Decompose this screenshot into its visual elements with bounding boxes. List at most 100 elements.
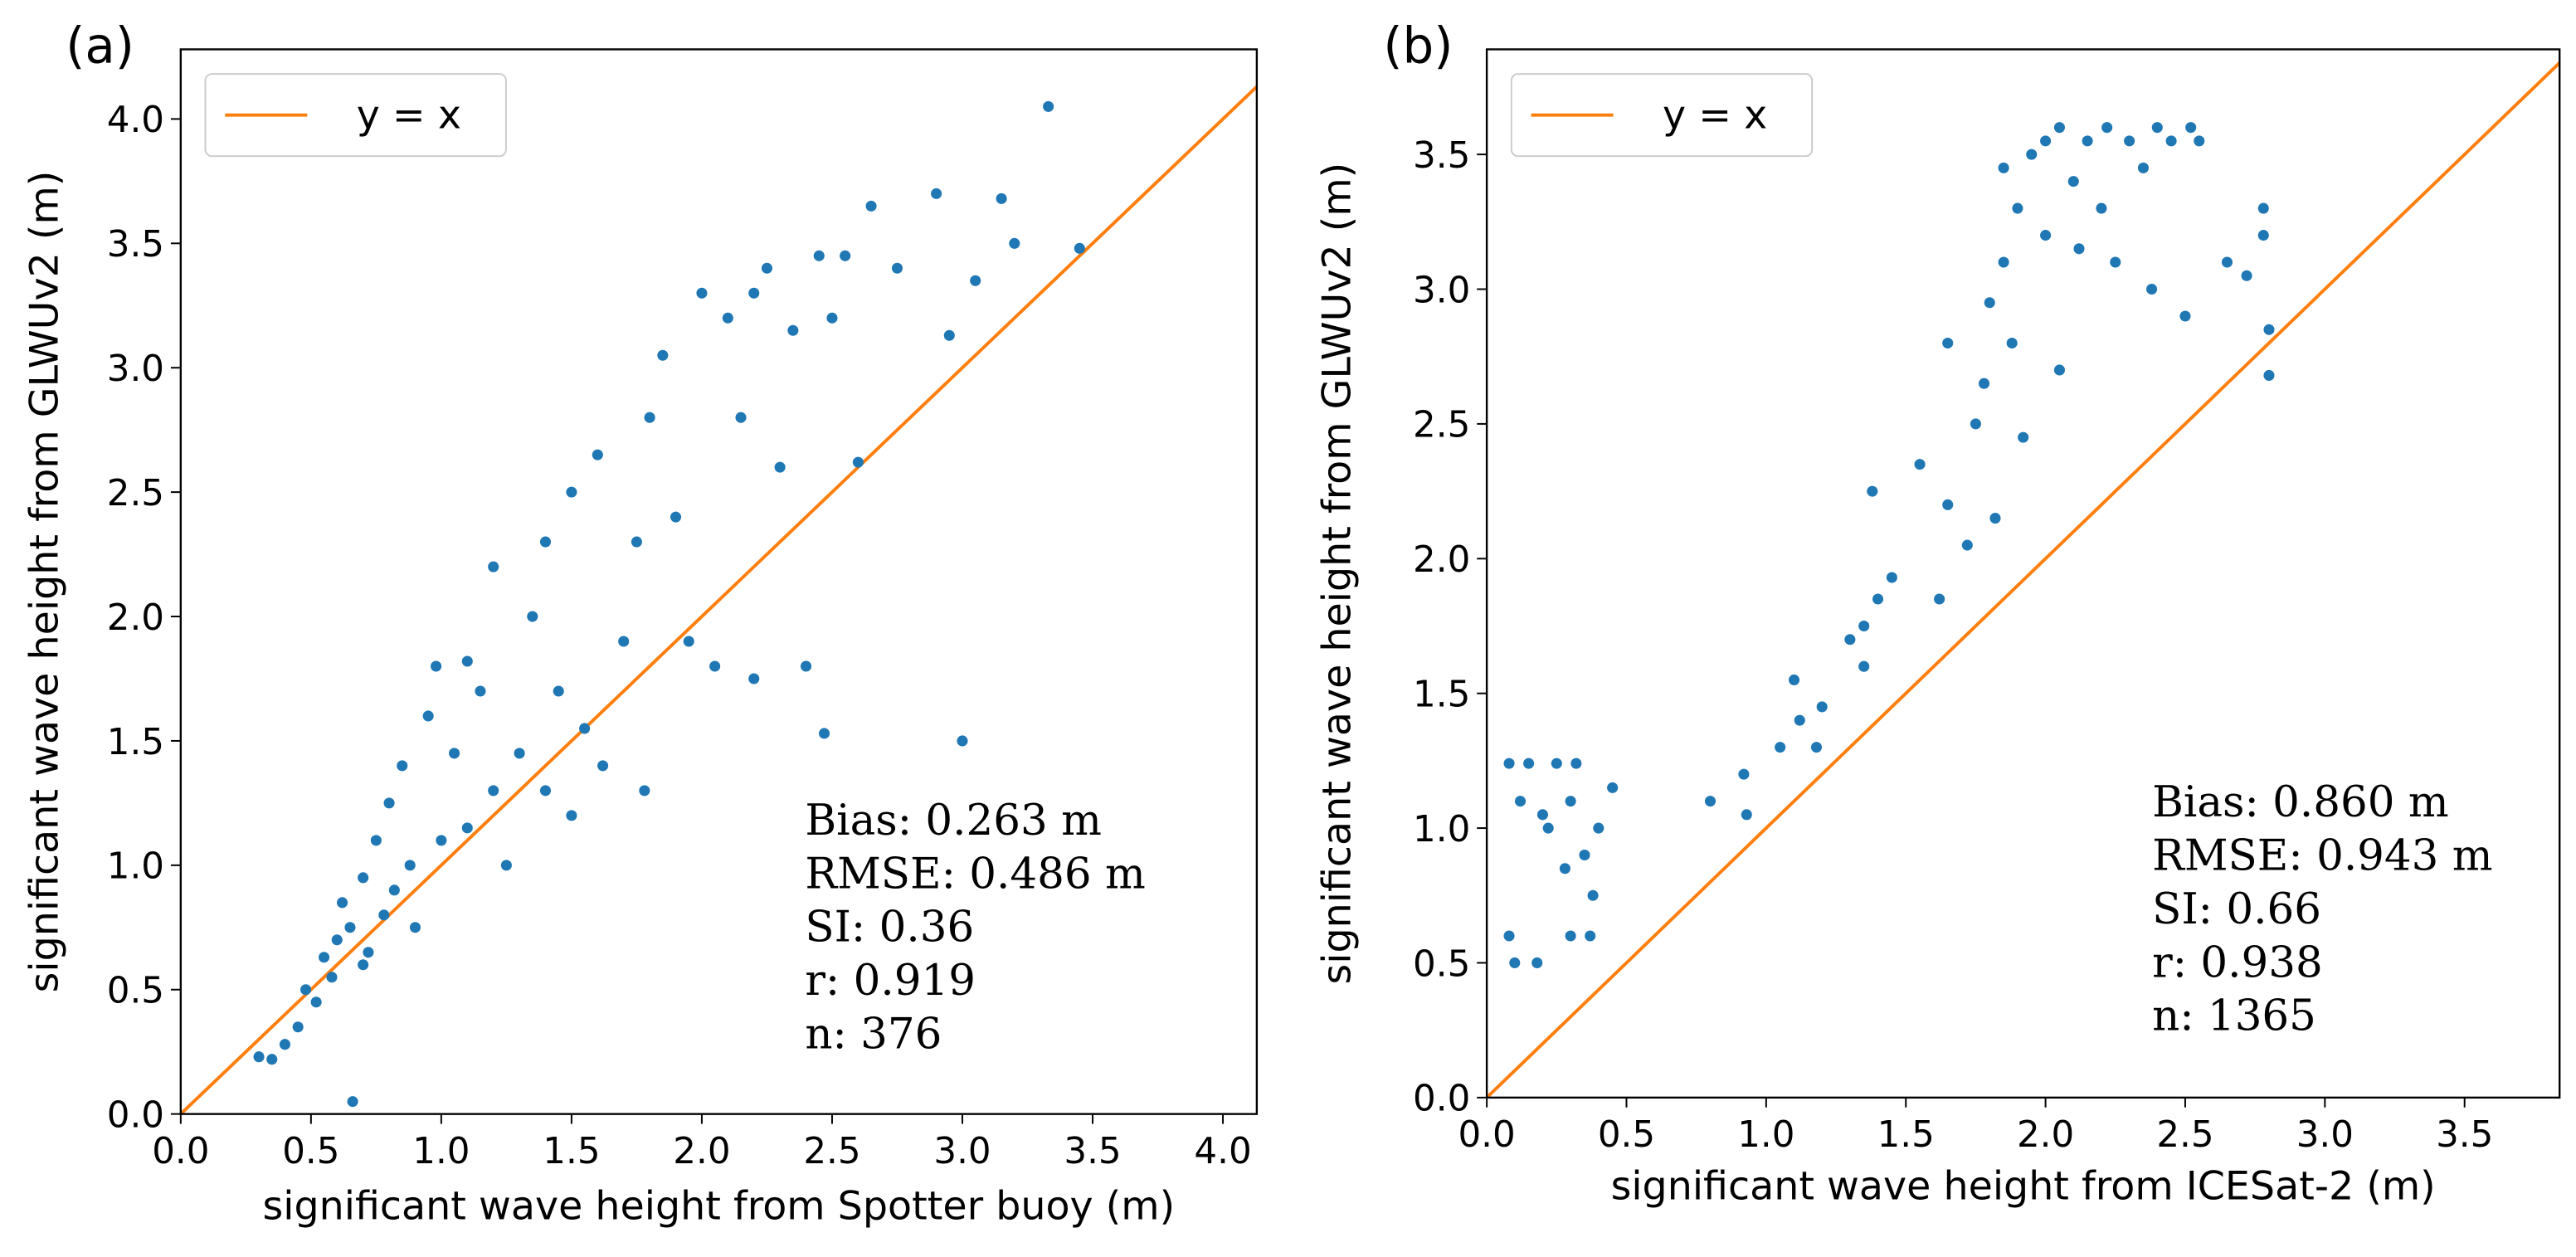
- y-tick-label: 1.0: [1413, 809, 1470, 850]
- x-tick-label: 2.0: [2017, 1114, 2074, 1156]
- point: [748, 673, 760, 685]
- y-tick-label: 3.0: [1413, 270, 1470, 311]
- point: [1514, 796, 1527, 807]
- point: [1844, 634, 1856, 646]
- point: [1867, 485, 1878, 497]
- point: [461, 655, 473, 667]
- point: [2012, 202, 2023, 214]
- point: [826, 312, 838, 324]
- point: [639, 785, 650, 797]
- point: [1872, 593, 1884, 605]
- point: [514, 748, 525, 759]
- point: [2096, 202, 2107, 214]
- point: [670, 511, 682, 523]
- point: [475, 685, 486, 697]
- point: [1816, 701, 1828, 713]
- point: [1741, 809, 1752, 821]
- stats-annotation: r: 0.919: [805, 956, 976, 1006]
- point: [1704, 796, 1717, 807]
- y-tick-label: 0.5: [1413, 943, 1470, 985]
- y-tick-label: 1.5: [1413, 675, 1470, 716]
- point: [1043, 100, 1054, 112]
- x-axis-label: significant wave height from ICESat-2 (m…: [1611, 1164, 2436, 1210]
- point: [2257, 202, 2269, 214]
- point: [787, 324, 799, 336]
- point: [2067, 176, 2079, 188]
- y-tick-label: 0.0: [1413, 1079, 1470, 1120]
- point: [761, 262, 772, 274]
- stats-annotation: RMSE: 0.486 m: [805, 849, 1146, 899]
- plot-frame: [1485, 48, 2561, 1099]
- point: [388, 884, 400, 896]
- reference-line: [179, 85, 1259, 1116]
- panel-label: (a): [66, 17, 134, 75]
- point: [409, 922, 421, 933]
- y-axis-label: significant wave height from GLWUv2 (m): [1315, 163, 1361, 985]
- point: [1570, 758, 1582, 769]
- point: [1542, 822, 1554, 834]
- x-tick-label: 3.5: [1064, 1131, 1121, 1172]
- point: [1942, 499, 1954, 510]
- point: [748, 287, 760, 299]
- point: [404, 860, 416, 871]
- legend-box: [204, 73, 507, 158]
- point: [1551, 758, 1562, 769]
- point: [292, 1021, 304, 1033]
- x-tick-label: 1.5: [1877, 1114, 1935, 1156]
- point: [253, 1051, 265, 1063]
- x-axis-label: significant wave height from Spotter buo…: [263, 1183, 1176, 1229]
- point: [1565, 796, 1576, 807]
- point: [358, 959, 369, 971]
- point: [891, 262, 903, 274]
- point: [592, 449, 603, 460]
- point: [279, 1039, 290, 1050]
- x-tick-label: 4.0: [1194, 1131, 1251, 1172]
- x-tick-label: 1.0: [412, 1131, 470, 1172]
- point: [500, 860, 512, 871]
- y-tick-label: 0.0: [107, 1094, 164, 1136]
- point: [1984, 297, 1995, 309]
- plot-frame: [179, 48, 1259, 1115]
- x-tick-label: 0.5: [282, 1131, 339, 1172]
- point: [1523, 758, 1535, 769]
- reference-line: [1485, 61, 2561, 1099]
- point: [422, 710, 434, 722]
- point: [1738, 768, 1750, 780]
- point: [331, 934, 343, 946]
- point: [1585, 930, 1596, 942]
- point: [449, 748, 460, 759]
- point: [370, 835, 382, 846]
- point: [1579, 850, 1590, 861]
- point: [852, 456, 864, 468]
- point: [461, 822, 473, 834]
- point: [2146, 283, 2158, 295]
- x-tick-label: 1.0: [1737, 1114, 1794, 1156]
- x-tick-label: 2.5: [803, 1131, 860, 1172]
- point: [618, 636, 630, 647]
- point: [631, 536, 642, 548]
- point: [1503, 930, 1515, 942]
- y-axis-label: significant wave height from GLWUv2 (m): [22, 171, 67, 993]
- point: [1559, 863, 1570, 875]
- point: [709, 660, 721, 672]
- point: [527, 611, 538, 622]
- point: [865, 200, 877, 212]
- point: [2179, 310, 2191, 322]
- point: [1593, 822, 1605, 834]
- point: [2040, 135, 2052, 147]
- point: [2073, 243, 2085, 255]
- point: [397, 760, 408, 772]
- x-tick-label: 0.5: [1598, 1114, 1655, 1156]
- point: [1503, 758, 1515, 769]
- x-tick-label: 0.0: [1458, 1114, 1515, 1156]
- y-tick-label: 2.5: [107, 473, 164, 514]
- point: [1565, 930, 1576, 942]
- point: [1886, 572, 1897, 583]
- x-tick-label: 2.5: [2156, 1114, 2213, 1156]
- y-tick-label: 3.5: [1413, 135, 1470, 177]
- point: [1794, 714, 1805, 726]
- point: [943, 329, 955, 341]
- point: [436, 835, 447, 846]
- point: [1509, 957, 1521, 969]
